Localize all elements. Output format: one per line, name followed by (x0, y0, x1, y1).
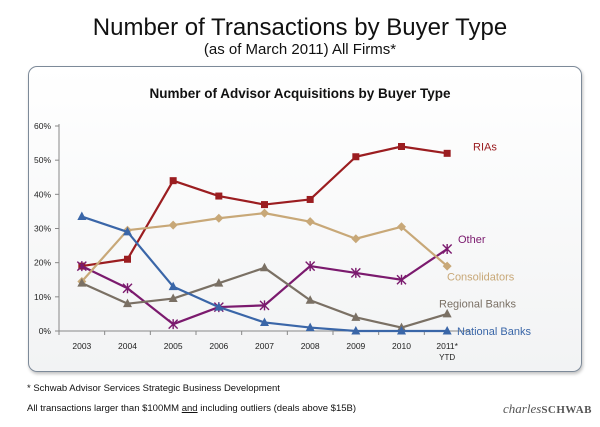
x-tick-label: 2008 (301, 341, 320, 351)
data-point-national-banks (397, 326, 406, 335)
series-label-consolidators: Consolidators (447, 271, 515, 283)
data-point-other (350, 267, 361, 278)
y-tick-label: 0% (39, 326, 52, 336)
data-point-national-banks (214, 302, 224, 311)
page-subtitle: (as of March 2011) All Firms* (203, 41, 397, 58)
data-point-other (396, 274, 407, 285)
footnote-source: * Schwab Advisor Services Strategic Busi… (27, 383, 280, 394)
x-tick-label: 2006 (209, 341, 228, 351)
x-tick-label: 2009 (346, 341, 365, 351)
footnote-criteria-post: including outliers (deals above $15B) (197, 403, 357, 414)
series-label-regional-banks: Regional Banks (439, 299, 517, 311)
y-tick-label: 60% (34, 121, 51, 131)
data-point-rias (169, 177, 177, 185)
x-tick-label: 2003 (72, 341, 91, 351)
data-point-regional-banks (77, 278, 87, 287)
data-point-national-banks (351, 326, 361, 335)
page-title: Number of Transactions by Buyer Type (92, 14, 508, 41)
chart-panel (28, 66, 582, 372)
chart-title: Number of Advisor Acquisitions by Buyer … (149, 86, 451, 101)
y-tick-label: 10% (34, 292, 51, 302)
data-point-other (259, 300, 270, 311)
series-line-other (81, 248, 448, 326)
y-tick-label: 50% (34, 155, 51, 165)
data-point-regional-banks (168, 293, 178, 303)
series-label-other: Other (458, 234, 486, 246)
y-tick-label: 20% (34, 258, 51, 268)
data-point-consolidators (351, 234, 361, 244)
series-label-rias: RIAs (473, 142, 497, 154)
data-point-consolidators (214, 213, 224, 223)
data-point-national-banks (260, 317, 269, 326)
data-point-regional-banks (214, 278, 224, 287)
x-tick-sublabel: YTD (439, 353, 455, 362)
series-line-national-banks (81, 215, 448, 333)
x-tick-label: 2010 (392, 341, 411, 351)
data-point-rias (124, 255, 131, 263)
x-tick-label: 2004 (118, 341, 137, 351)
data-point-regional-banks (123, 298, 132, 308)
x-tick-label: 2005 (164, 341, 183, 351)
data-point-consolidators (442, 261, 452, 271)
data-point-national-banks (442, 326, 452, 335)
data-point-consolidators (168, 220, 178, 230)
data-point-national-banks (305, 322, 315, 332)
brand-logo-caps: SCHWAB (541, 404, 592, 416)
brand-logo: charlesSCHWAB (503, 401, 592, 417)
data-point-other (305, 261, 316, 272)
data-point-rias (306, 195, 314, 203)
data-point-consolidators (397, 222, 406, 232)
data-point-national-banks (123, 226, 132, 236)
y-tick-label: 30% (34, 224, 51, 234)
data-point-rias (352, 153, 360, 161)
data-point-rias (261, 201, 268, 209)
x-tick-label: 2011* (436, 341, 458, 351)
data-point-other (442, 244, 453, 254)
data-point-other (122, 283, 133, 294)
data-point-regional-banks (260, 262, 269, 272)
data-point-rias (443, 149, 451, 157)
data-point-rias (215, 192, 223, 200)
series-label-national-banks: National Banks (457, 326, 531, 338)
data-point-regional-banks (305, 295, 315, 304)
y-tick-label: 40% (34, 189, 51, 199)
data-point-consolidators (305, 217, 315, 227)
data-point-rias (398, 143, 405, 150)
data-point-regional-banks (351, 312, 361, 321)
data-point-national-banks (77, 211, 87, 221)
footnote-criteria-underlined: and (181, 403, 198, 414)
brand-logo-script: charles (503, 401, 542, 416)
data-point-consolidators (260, 208, 269, 218)
data-point-other (168, 319, 179, 330)
data-point-regional-banks (442, 308, 452, 318)
data-point-other (76, 261, 87, 272)
footnote-criteria: All transactions larger than $100MM and … (27, 403, 356, 414)
x-tick-label: 2007 (255, 341, 274, 351)
data-point-national-banks (168, 281, 178, 291)
footnote-criteria-pre: All transactions larger than $100MM (27, 403, 182, 414)
